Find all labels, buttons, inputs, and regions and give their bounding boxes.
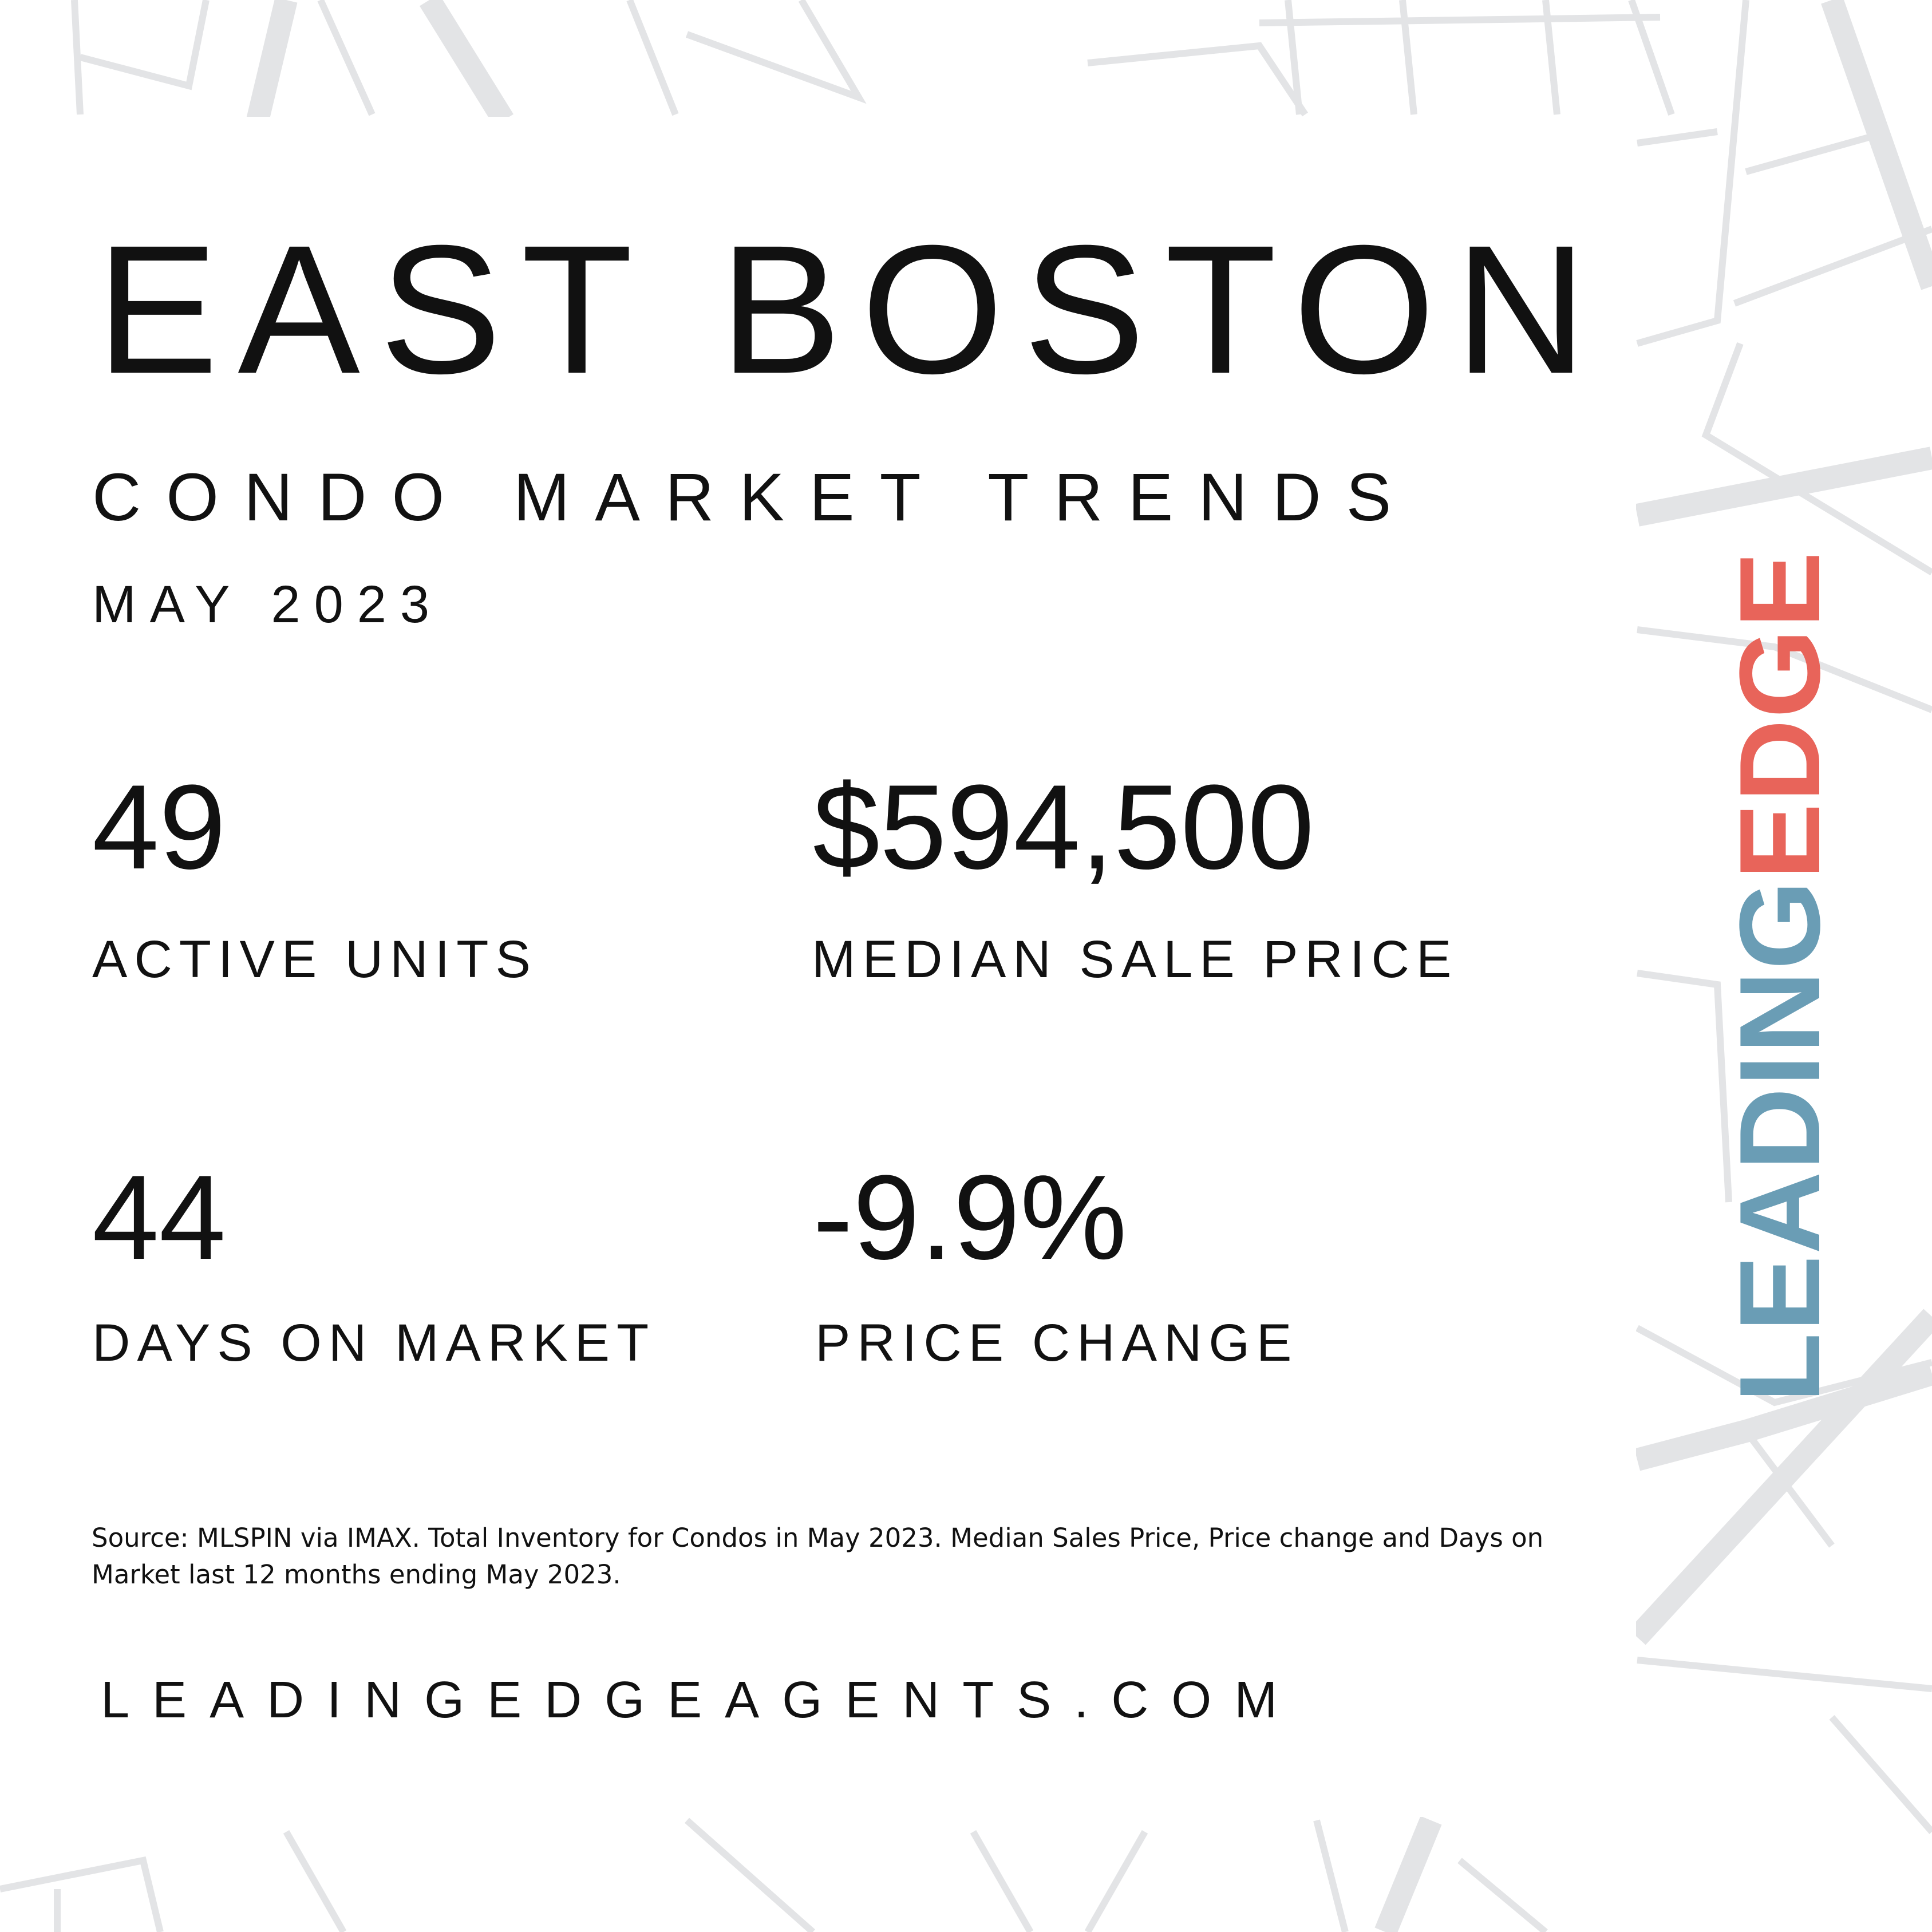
logo-second: EDGE [1716,550,1844,880]
stat-label: DAYS ON MARKET [92,1314,656,1372]
logo: LEADINGEDGE [1716,551,1844,1403]
stat-value: 44 [92,1150,226,1285]
stat-label: PRICE CHANGE [815,1314,1299,1372]
date: MAY 2023 [92,575,444,634]
logo-first: LEADING [1716,879,1844,1403]
subtitle: CONDO MARKET TRENDS [92,460,1417,535]
source-note: Source: MLSPIN via IMAX. Total Inventory… [92,1523,1544,1590]
stat-value: 49 [92,760,226,894]
website: LEADINGEDGEAGENTS.COM [101,1672,1301,1729]
content-card [0,117,1636,1817]
stat-label: MEDIAN SALE PRICE [812,930,1459,989]
stat-label: ACTIVE UNITS [92,930,538,989]
stat-value: $594,500 [813,760,1314,894]
title: EAST BOSTON [96,207,1607,412]
stat-value: -9.9% [813,1150,1127,1285]
